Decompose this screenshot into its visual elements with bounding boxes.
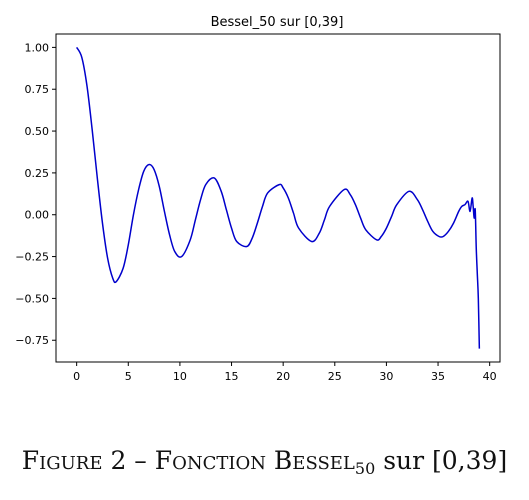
bessel-chart: Bessel_50 sur [0,39] 0 5 10 15 20 25 30 35 40 −0.…	[15, 15, 501, 383]
x-tick-label: 5	[125, 370, 132, 383]
figure-caption: Figure 2 – Fonction Bessel50 sur [0,39]	[0, 446, 529, 478]
y-tick-label: −0.75	[15, 334, 49, 347]
x-tick-label: 30	[379, 370, 393, 383]
y-tick-label: 0.75	[25, 83, 50, 96]
x-tick-label: 15	[225, 370, 239, 383]
y-tick-label: −0.25	[15, 251, 49, 264]
plot-area: 0 5 10 15 20 25 30 35 40 −0.75 −0.50 −0.25 0.00 0.25 0…	[15, 33, 501, 383]
y-tick-label: 0.25	[25, 167, 50, 180]
x-tick-label: 0	[73, 370, 80, 383]
chart-title: Bessel_50 sur [0,39]	[211, 15, 344, 30]
y-tick-label: 0.00	[25, 209, 50, 222]
caption-prefix: Figure 2 – Fonction Bessel	[21, 446, 355, 475]
x-tick-label: 20	[276, 370, 290, 383]
caption-suffix: sur [0,39]	[375, 446, 508, 475]
series-line	[75, 47, 481, 349]
x-tick-label: 40	[483, 370, 497, 383]
x-tick-label: 10	[173, 370, 187, 383]
y-tick-label: 1.00	[25, 41, 50, 54]
axes-frame	[55, 33, 501, 363]
caption-subscript: 50	[354, 459, 376, 478]
y-tick-label: 0.50	[25, 125, 50, 138]
x-tick-label: 35	[431, 370, 445, 383]
x-tick-label: 25	[328, 370, 342, 383]
y-tick-label: −0.50	[15, 292, 49, 305]
